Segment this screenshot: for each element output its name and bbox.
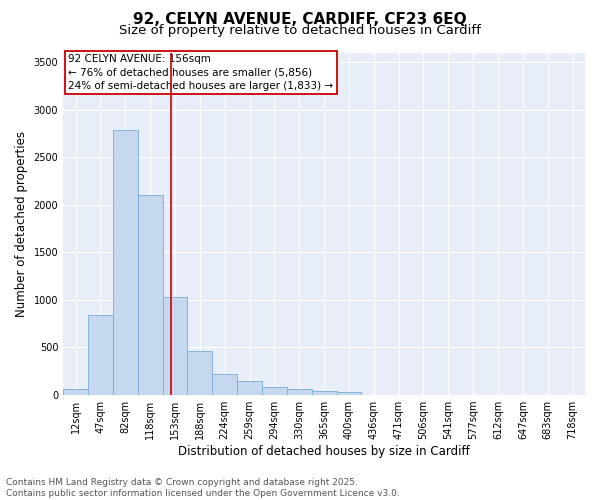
Text: 92 CELYN AVENUE: 156sqm
← 76% of detached houses are smaller (5,856)
24% of semi: 92 CELYN AVENUE: 156sqm ← 76% of detache… — [68, 54, 334, 90]
Bar — [88, 315, 113, 394]
Text: 92, CELYN AVENUE, CARDIFF, CF23 6EQ: 92, CELYN AVENUE, CARDIFF, CF23 6EQ — [133, 12, 467, 28]
Bar — [187, 351, 212, 395]
Bar — [311, 392, 337, 394]
Bar — [63, 390, 88, 394]
Bar — [212, 374, 237, 394]
X-axis label: Distribution of detached houses by size in Cardiff: Distribution of detached houses by size … — [178, 444, 470, 458]
Text: Contains HM Land Registry data © Crown copyright and database right 2025.
Contai: Contains HM Land Registry data © Crown c… — [6, 478, 400, 498]
Bar — [287, 390, 311, 394]
Bar — [113, 130, 138, 394]
Bar — [337, 392, 361, 394]
Bar — [138, 195, 163, 394]
Bar — [262, 388, 287, 394]
Bar — [237, 381, 262, 394]
Text: Size of property relative to detached houses in Cardiff: Size of property relative to detached ho… — [119, 24, 481, 37]
Y-axis label: Number of detached properties: Number of detached properties — [15, 130, 28, 316]
Bar — [163, 296, 187, 394]
